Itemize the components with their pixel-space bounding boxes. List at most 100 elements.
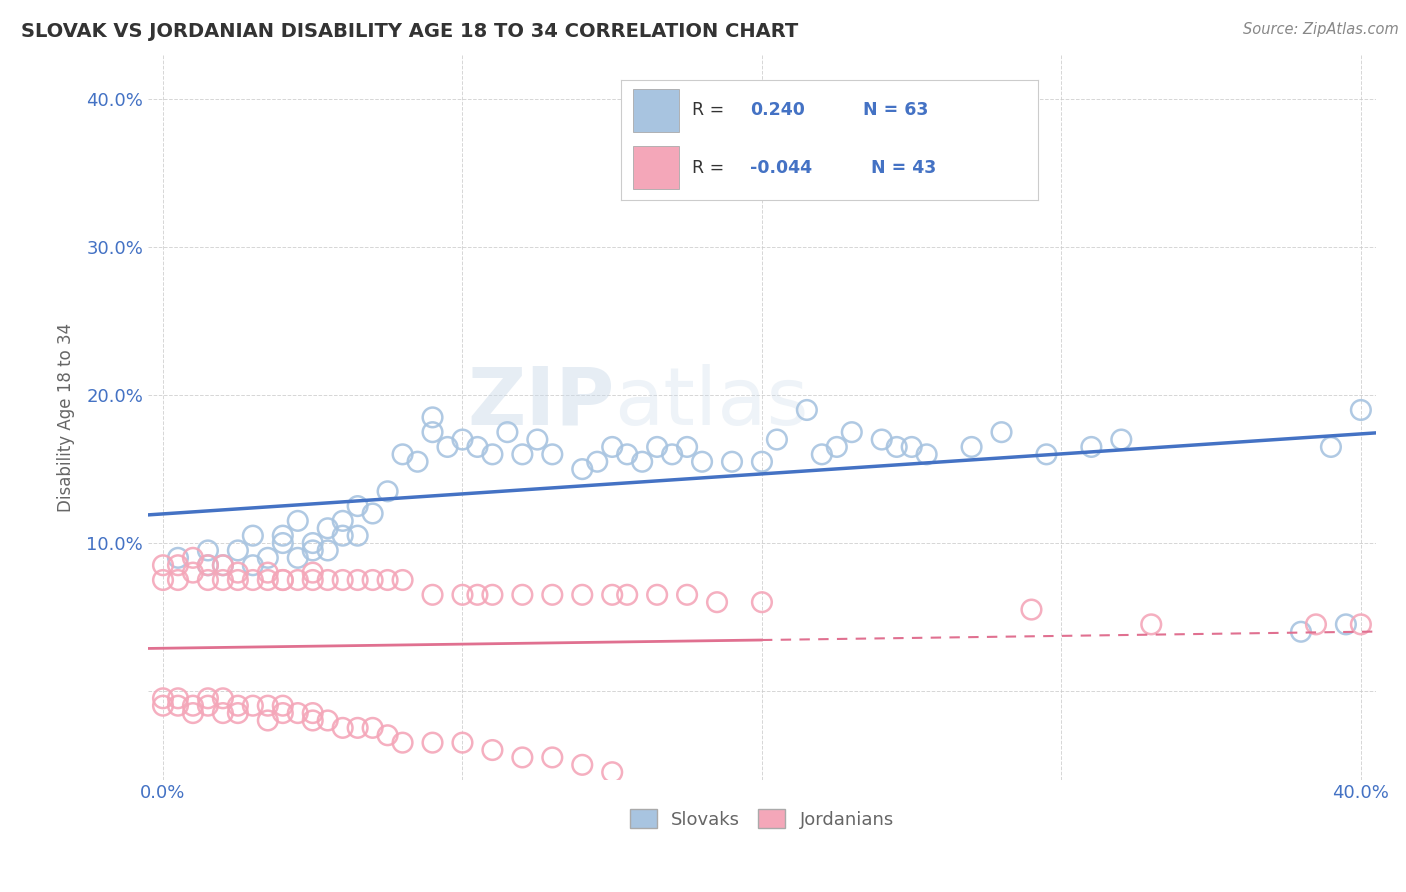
Text: SLOVAK VS JORDANIAN DISABILITY AGE 18 TO 34 CORRELATION CHART: SLOVAK VS JORDANIAN DISABILITY AGE 18 TO… — [21, 22, 799, 41]
Point — [167, 691, 190, 706]
Point — [212, 558, 235, 573]
Point — [301, 706, 323, 720]
Point — [287, 514, 309, 528]
Point — [377, 484, 399, 499]
Point — [1350, 403, 1372, 417]
Point — [706, 595, 728, 609]
Point — [242, 573, 264, 587]
Point — [600, 440, 623, 454]
Point — [287, 573, 309, 587]
Point — [197, 698, 219, 713]
Point — [346, 529, 368, 543]
Point — [316, 573, 339, 587]
Point — [346, 499, 368, 513]
Point — [256, 698, 278, 713]
Point — [870, 433, 893, 447]
Point — [406, 455, 429, 469]
Point — [645, 440, 668, 454]
Point — [751, 595, 773, 609]
Point — [811, 447, 834, 461]
Point — [915, 447, 938, 461]
Point — [661, 447, 683, 461]
Point — [690, 455, 713, 469]
Point — [1021, 602, 1043, 616]
Point — [271, 529, 294, 543]
Point — [361, 507, 384, 521]
Point — [676, 440, 699, 454]
Legend: Slovaks, Jordanians: Slovaks, Jordanians — [623, 802, 901, 836]
Point — [631, 455, 654, 469]
Point — [1334, 617, 1357, 632]
Point — [1320, 440, 1343, 454]
Point — [526, 433, 548, 447]
Point — [1289, 624, 1312, 639]
Point — [512, 447, 534, 461]
Point — [271, 573, 294, 587]
Point — [346, 721, 368, 735]
Point — [990, 425, 1012, 439]
Point — [1035, 447, 1057, 461]
Point — [451, 433, 474, 447]
Point — [541, 447, 564, 461]
Point — [301, 536, 323, 550]
Point — [256, 573, 278, 587]
Point — [586, 455, 609, 469]
Point — [422, 736, 444, 750]
Point — [332, 573, 354, 587]
Point — [271, 706, 294, 720]
Text: Source: ZipAtlas.com: Source: ZipAtlas.com — [1243, 22, 1399, 37]
Point — [242, 558, 264, 573]
Point — [167, 698, 190, 713]
Point — [212, 691, 235, 706]
Point — [197, 543, 219, 558]
Point — [226, 566, 249, 580]
Point — [167, 573, 190, 587]
Point — [391, 573, 413, 587]
Point — [436, 440, 458, 454]
Point — [451, 736, 474, 750]
Point — [226, 706, 249, 720]
Point — [226, 573, 249, 587]
Point — [422, 410, 444, 425]
Y-axis label: Disability Age 18 to 34: Disability Age 18 to 34 — [58, 323, 75, 512]
Point — [616, 588, 638, 602]
Point — [197, 558, 219, 573]
Point — [1080, 440, 1102, 454]
Point — [377, 573, 399, 587]
Point — [1140, 617, 1163, 632]
Point — [391, 736, 413, 750]
Point — [167, 558, 190, 573]
Point — [645, 588, 668, 602]
Point — [212, 706, 235, 720]
Point — [256, 714, 278, 728]
Point — [616, 447, 638, 461]
Point — [197, 558, 219, 573]
Point — [332, 529, 354, 543]
Point — [226, 698, 249, 713]
Point — [346, 573, 368, 587]
Point — [332, 721, 354, 735]
Point — [226, 543, 249, 558]
Point — [960, 440, 983, 454]
Point — [181, 698, 204, 713]
Point — [316, 714, 339, 728]
Point — [600, 765, 623, 780]
Point — [721, 455, 744, 469]
Point — [512, 588, 534, 602]
Point — [316, 521, 339, 535]
Point — [181, 706, 204, 720]
Point — [600, 588, 623, 602]
Point — [571, 588, 593, 602]
Point — [1350, 617, 1372, 632]
Point — [451, 588, 474, 602]
Point — [271, 573, 294, 587]
Point — [377, 728, 399, 742]
Point — [287, 706, 309, 720]
Point — [571, 462, 593, 476]
Point — [422, 588, 444, 602]
Point — [766, 433, 789, 447]
Point — [467, 588, 489, 602]
Point — [886, 440, 908, 454]
Point — [301, 573, 323, 587]
Point — [197, 691, 219, 706]
